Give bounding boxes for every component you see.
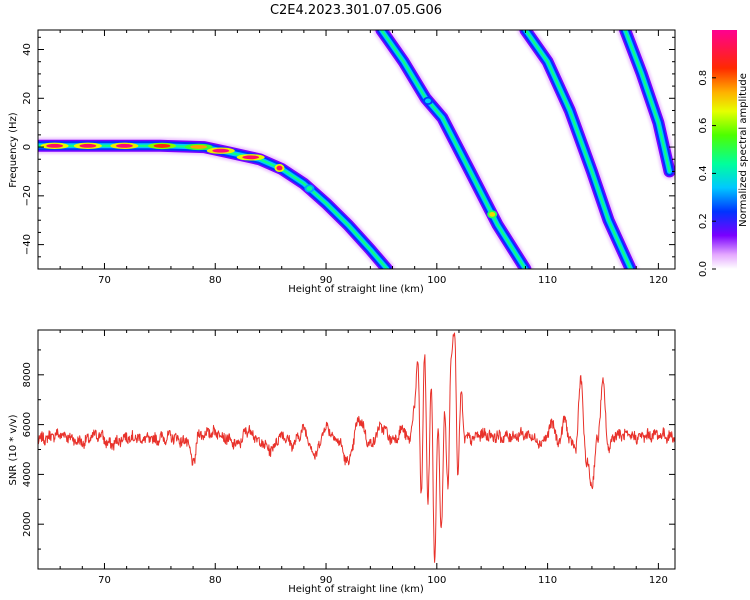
x-tick-label: 80 (209, 575, 222, 586)
trace-peak (489, 211, 496, 217)
trace-peak (190, 144, 208, 149)
colorbar-tick-label: 0.0 (698, 261, 709, 277)
trace-peak (153, 143, 171, 148)
spectrogram-x-ticks: 70 80 90 100 110 120 (59, 30, 668, 286)
trace-peak (116, 143, 133, 148)
y-tick-label: 4000 (22, 462, 33, 487)
colorbar-tick-label: 0.2 (698, 213, 709, 229)
trace-peak (79, 143, 97, 148)
trace-peak (46, 143, 64, 148)
spectrogram-panel: 70 80 90 100 110 120 −40 −20 0 20 40 Height of st… (8, 29, 676, 295)
y-tick-label: −20 (22, 185, 33, 206)
spectrogram-x-label: Height of straight line (km) (288, 284, 424, 295)
x-tick-label: 70 (98, 275, 111, 286)
colorbar-tick-label: 0.4 (698, 165, 709, 181)
y-tick-label: 20 (22, 92, 33, 105)
x-tick-label: 110 (538, 275, 557, 286)
x-tick-label: 100 (427, 275, 446, 286)
trace-band (380, 30, 527, 269)
colorbar-tick-label: 0.6 (698, 118, 709, 134)
snr-panel: 70 80 90 100 110 120 2000 4000 6000 8000 Height … (8, 329, 676, 595)
snr-background (38, 330, 675, 569)
x-tick-label: 100 (427, 575, 446, 586)
spectral-trace (517, 30, 639, 269)
trace-peak (242, 155, 260, 160)
trace-peak (306, 186, 313, 191)
y-tick-label: 6000 (22, 412, 33, 437)
trace-peak (276, 165, 283, 171)
x-tick-label: 120 (649, 275, 668, 286)
figure-title: C2E4.2023.301.07.05.G06 (270, 3, 442, 18)
spectral-trace (38, 137, 395, 269)
spectrogram-frame (37, 29, 676, 270)
snr-x-label: Height of straight line (km) (288, 584, 424, 595)
colorbar-tick-label: 0.8 (698, 70, 709, 86)
trace-peak (424, 98, 431, 104)
colorbar-gradient (712, 30, 737, 269)
spectrogram-traces (38, 30, 675, 269)
y-tick-label: 2000 (22, 511, 33, 536)
x-tick-label: 80 (209, 275, 222, 286)
colorbar-label: Normalized spectral amplitude (738, 73, 749, 227)
colorbar-ticks: 0.0 0.2 0.4 0.6 0.8 (698, 70, 716, 277)
snr-frame (37, 329, 676, 570)
spectral-trace (373, 30, 534, 269)
y-tick-label: 40 (22, 43, 33, 56)
snr-series-line (38, 332, 675, 563)
snr-y-label: SNR (10 * v/v) (8, 414, 19, 485)
trace-peak (212, 148, 230, 153)
x-tick-label: 70 (98, 575, 111, 586)
trace-band (624, 30, 671, 173)
x-tick-label: 110 (538, 575, 557, 586)
spectrogram-y-label: Frequency (Hz) (8, 112, 19, 188)
colorbar: 0.0 0.2 0.4 0.6 0.8 Normalized spectral ampl… (698, 30, 749, 277)
trace-band (524, 30, 632, 269)
x-tick-label: 120 (649, 575, 668, 586)
y-tick-label: −40 (22, 234, 33, 255)
y-tick-label: 8000 (22, 362, 33, 387)
spectral-trace (617, 30, 675, 180)
x-tick-label: 90 (320, 575, 333, 586)
y-tick-label: 0 (22, 144, 33, 150)
x-tick-label: 90 (320, 275, 333, 286)
